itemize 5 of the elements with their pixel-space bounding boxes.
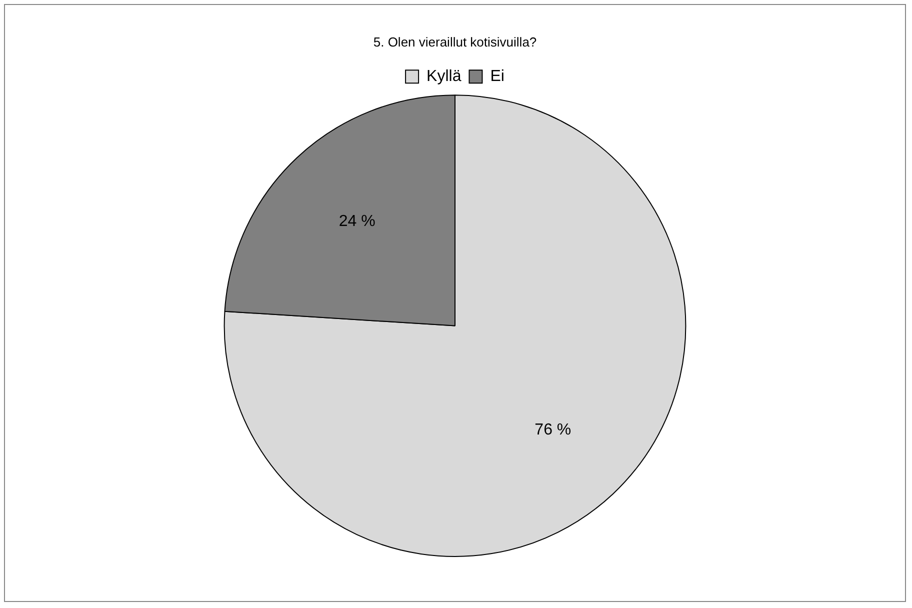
data-label: 24 % — [338, 212, 376, 230]
data-label: 76 % — [534, 421, 572, 438]
legend-label: Kyllä — [426, 68, 462, 86]
legend-label: Ei — [490, 68, 504, 86]
chart-title: 5. Olen vieraillut kotisivuilla? — [373, 34, 537, 50]
